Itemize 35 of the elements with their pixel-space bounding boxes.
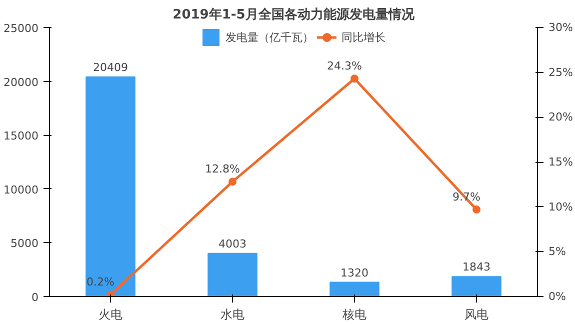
y2-tick-label: 15%	[548, 156, 573, 168]
y-tick-label: 10000	[4, 183, 39, 196]
x-tick-label: 火电	[98, 308, 122, 322]
y2-tick-label: 0%	[548, 290, 566, 303]
point	[228, 178, 236, 186]
x-tick-label: 风电	[464, 308, 488, 322]
y2-tick-label: 5%	[548, 245, 566, 258]
y-tick-label: 15000	[4, 130, 39, 143]
chart-title: 2019年1-5月全国各动力能源发电量情况	[172, 6, 416, 22]
y-tick-label: 0	[32, 291, 38, 304]
y-tick-label: 5000	[10, 237, 39, 250]
legend-label: 发电量（亿千瓦）	[226, 30, 314, 44]
data-label: 4003	[218, 237, 247, 250]
data-label: 1843	[462, 260, 491, 274]
bar	[452, 276, 502, 296]
bar	[208, 252, 258, 296]
y2-tick-label: 20%	[548, 110, 573, 124]
bar	[86, 76, 136, 296]
data-label: 24.3%	[327, 60, 362, 73]
data-label: 12.8%	[205, 162, 240, 176]
y2-tick-label: 10%	[548, 200, 573, 214]
y2-tick-label: 25%	[548, 66, 573, 79]
y-tick-label: 25000	[4, 22, 39, 35]
x-tick-label: 核电	[342, 308, 366, 322]
point	[106, 290, 114, 296]
point	[350, 74, 358, 83]
x-tick-label: 水电	[220, 308, 244, 322]
data-label: 0.2%	[86, 276, 114, 289]
y2-tick-label: 30%	[548, 21, 573, 34]
data-label: 20409	[93, 60, 128, 74]
data-label: 1320	[340, 266, 369, 280]
point	[472, 206, 480, 214]
y-tick-label: 20000	[4, 76, 39, 89]
bar	[330, 282, 380, 296]
legend-label: 同比增长	[342, 30, 386, 44]
